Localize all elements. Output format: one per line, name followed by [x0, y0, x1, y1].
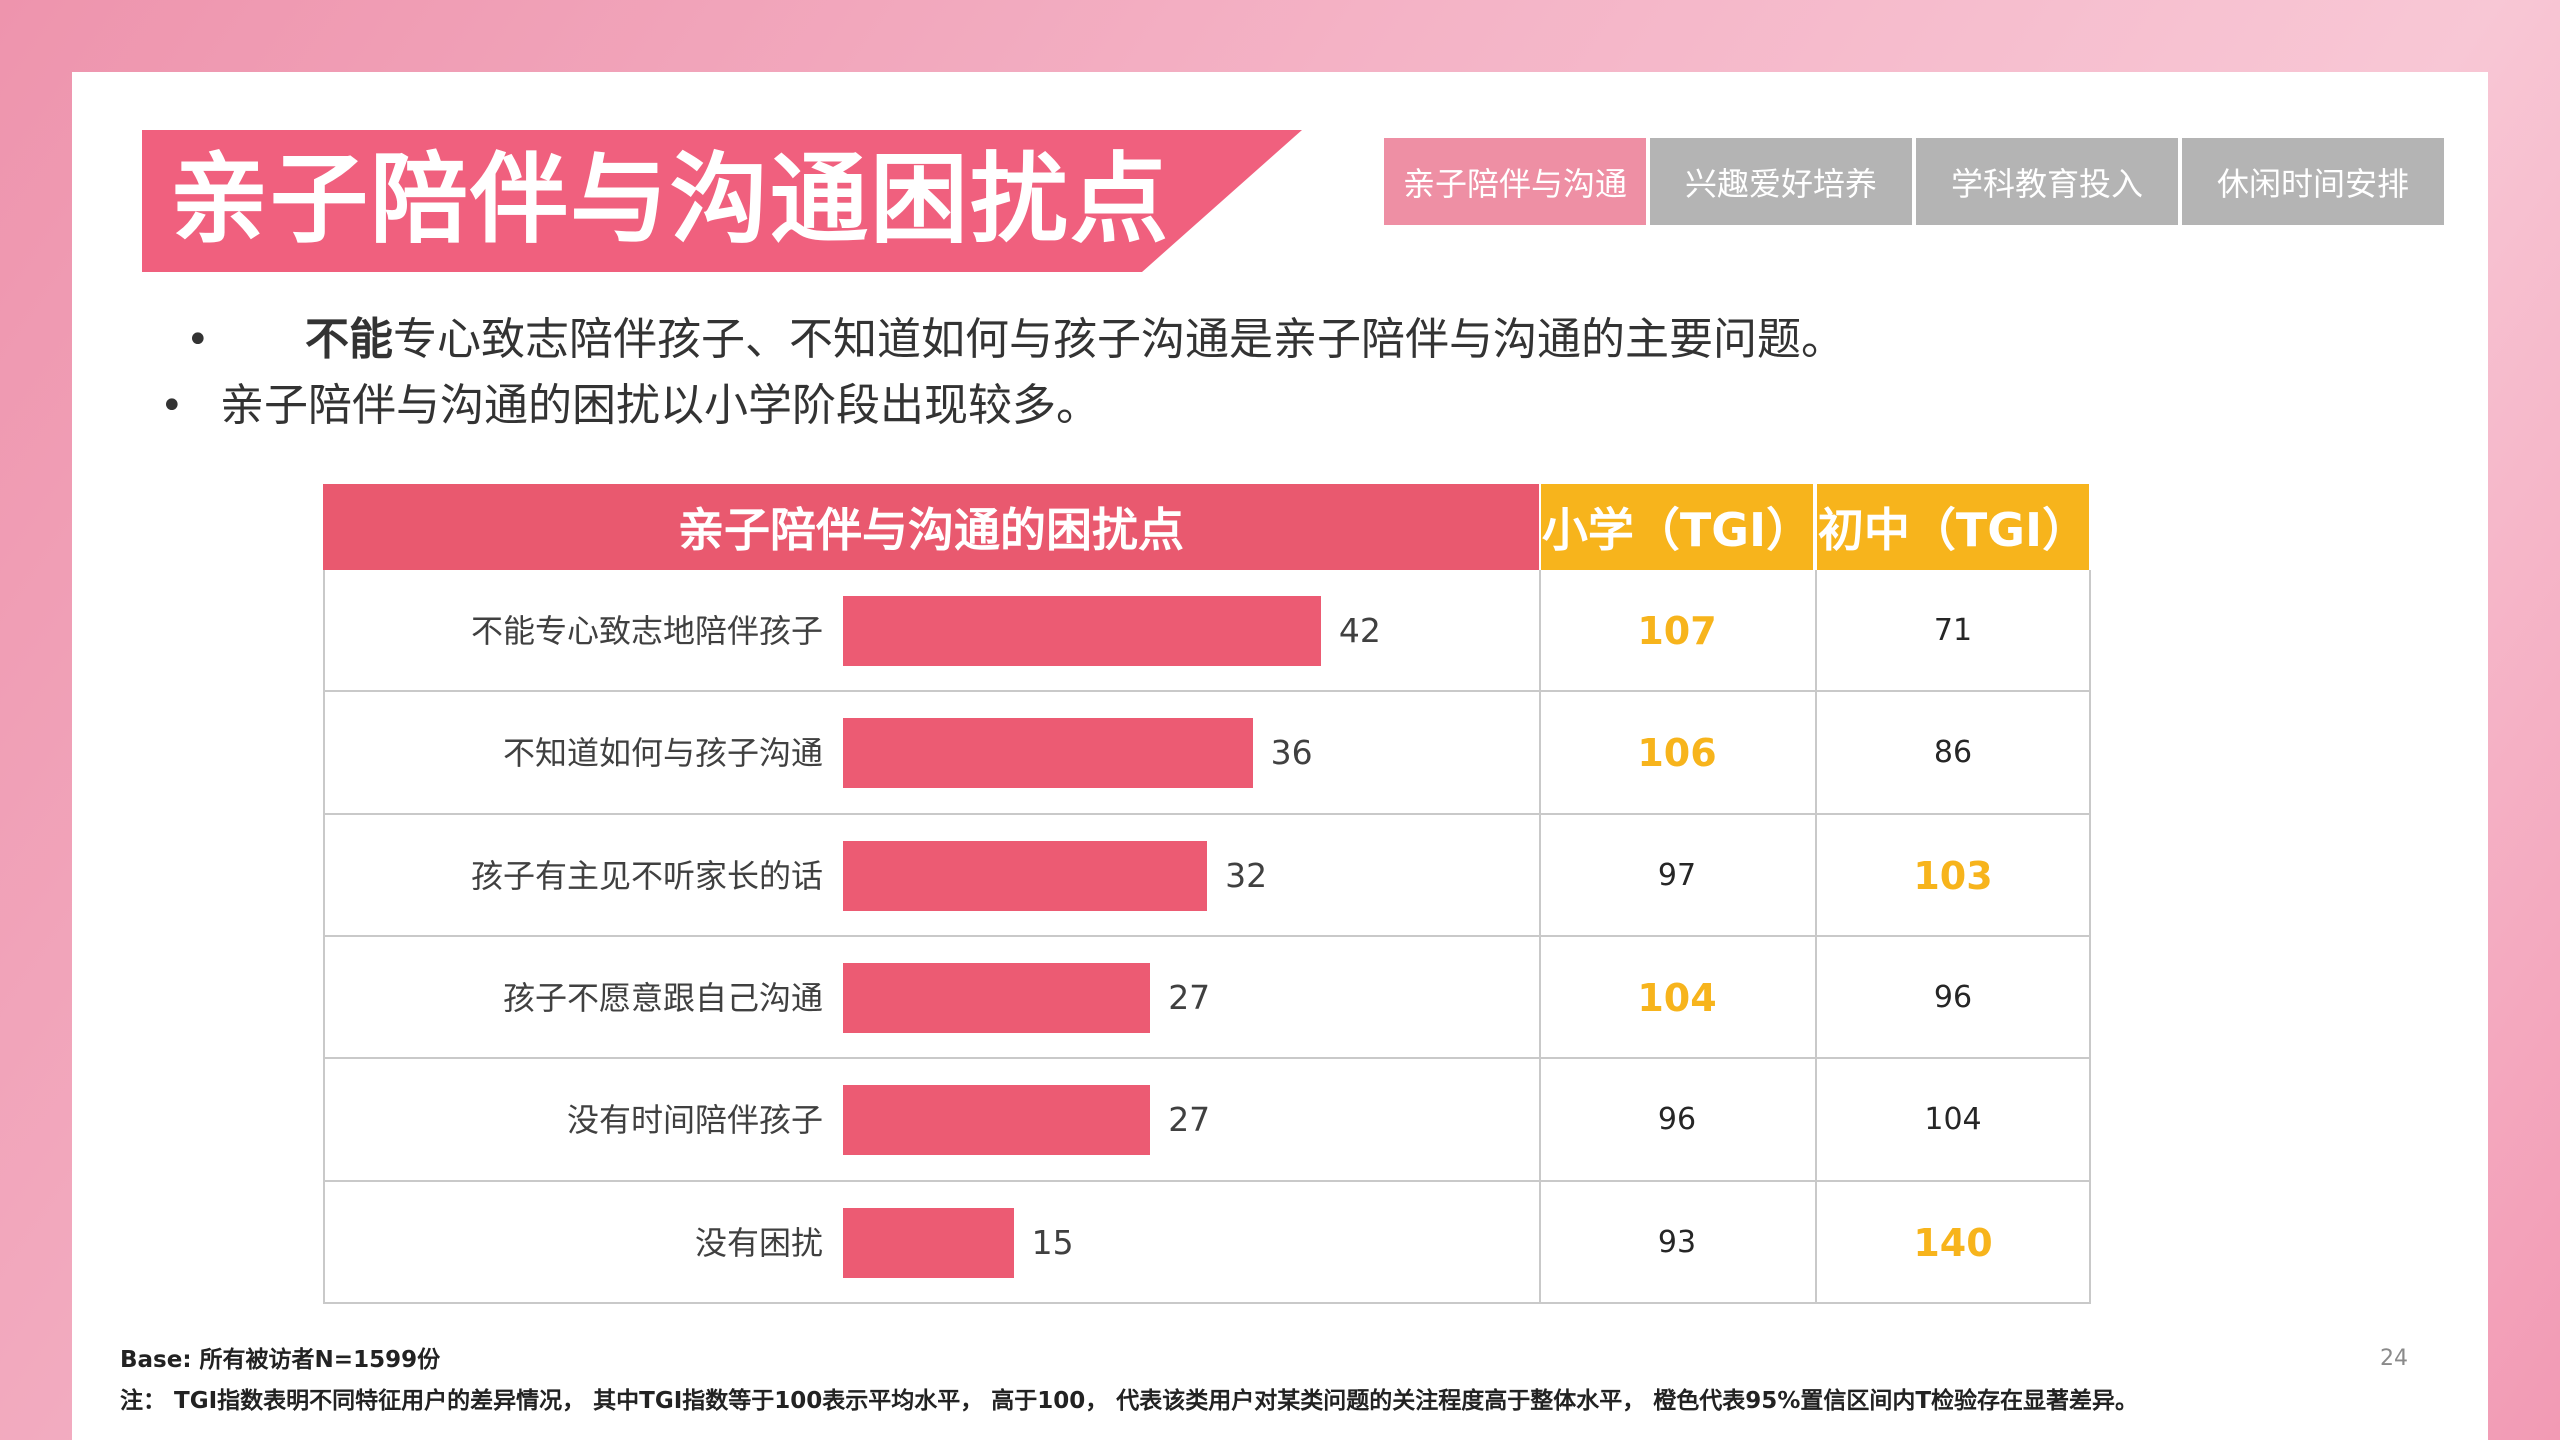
tgi-primary-cell: 107: [1637, 609, 1717, 654]
bar: [843, 963, 1151, 1034]
bar: [843, 1085, 1151, 1156]
table-hline: [323, 934, 2091, 937]
tgi-primary-cell: 106: [1637, 731, 1717, 776]
row-label: 没有时间陪伴孩子: [566, 1101, 823, 1140]
bullet-line-1-bold: 不能: [305, 314, 393, 365]
pain-points-table: 亲子陪伴与沟通的困扰点 小学（TGI） 初中（TGI） 不能专心致志地陪伴孩子 4…: [323, 484, 2091, 1304]
table-hline: [323, 812, 2091, 815]
bar-value-label: 27: [1168, 978, 1211, 1018]
bullet-dot-2: •: [160, 383, 184, 429]
bar-value-label: 27: [1168, 1100, 1211, 1140]
bullet-line-1-text: 专心致志陪伴孩子、不知道如何与孩子沟通是亲子陪伴与沟通的主要问题。: [393, 314, 1845, 365]
row-label: 不能专心致志地陪伴孩子: [470, 612, 823, 651]
tab-leisure[interactable]: 休闲时间安排: [2182, 138, 2444, 225]
tgi-middle-cell: 71: [1933, 613, 1973, 649]
table-header-primary: 小学（TGI）: [1541, 484, 1813, 570]
bar-value-label: 32: [1225, 855, 1268, 895]
bullet-line-1: 不能专心致志陪伴孩子、不知道如何与孩子沟通是亲子陪伴与沟通的主要问题。: [305, 312, 1845, 368]
bar: [843, 840, 1208, 911]
table-header-main: 亲子陪伴与沟通的困扰点: [323, 484, 1539, 570]
bar: [843, 596, 1321, 667]
table-hline: [323, 1301, 2091, 1304]
row-label: 不知道如何与孩子沟通: [502, 734, 823, 773]
row-label: 孩子有主见不听家长的话: [470, 856, 823, 895]
table-vline: [2089, 570, 2091, 1304]
table-hline: [323, 690, 2091, 693]
bullet-dot-1: •: [186, 317, 210, 363]
tab-interest[interactable]: 兴趣爱好培养: [1650, 138, 1912, 225]
row-label: 没有困扰: [694, 1223, 823, 1262]
tgi-primary-cell: 97: [1657, 857, 1697, 893]
page-title: 亲子陪伴与沟通困扰点: [170, 143, 1171, 257]
row-label: 孩子不愿意跟自己沟通: [502, 979, 823, 1018]
page-number: 24: [2380, 1346, 2408, 1371]
title-banner: [142, 130, 1302, 272]
tab-academic[interactable]: 学科教育投入: [1916, 138, 2178, 225]
bar: [843, 1207, 1014, 1278]
tgi-primary-cell: 104: [1637, 976, 1717, 1021]
bullet-line-2: 亲子陪伴与沟通的困扰以小学阶段出现较多。: [220, 380, 1100, 431]
bar-value-label: 42: [1338, 611, 1381, 651]
footer-note: 注： TGI指数表明不同特征用户的差异情况， 其中TGI指数等于100表示平均水…: [120, 1388, 2139, 1414]
tgi-primary-cell: 96: [1657, 1102, 1697, 1138]
table-vline: [1539, 570, 1541, 1304]
tab-bar: 亲子陪伴与沟通 兴趣爱好培养 学科教育投入 休闲时间安排: [1384, 138, 2444, 225]
slide-card: [72, 72, 2488, 1440]
tgi-middle-cell: 86: [1933, 735, 1973, 771]
tgi-middle-cell: 96: [1933, 980, 1973, 1016]
tgi-primary-cell: 93: [1657, 1224, 1697, 1260]
table-vline: [323, 570, 325, 1304]
tgi-middle-cell: 140: [1913, 1220, 1993, 1265]
bar-value-label: 36: [1270, 733, 1313, 773]
footer-base: Base: 所有被访者N=1599份: [120, 1347, 441, 1373]
tab-parent-child[interactable]: 亲子陪伴与沟通: [1384, 138, 1646, 225]
table-hline: [323, 1057, 2091, 1060]
tgi-middle-cell: 104: [1924, 1102, 1982, 1138]
table-hline: [323, 1179, 2091, 1182]
table-vline: [1815, 570, 1817, 1304]
bar: [843, 718, 1253, 789]
bar-value-label: 15: [1031, 1222, 1074, 1262]
table-header-middle: 初中（TGI）: [1817, 484, 2089, 570]
tgi-middle-cell: 103: [1913, 853, 1993, 898]
